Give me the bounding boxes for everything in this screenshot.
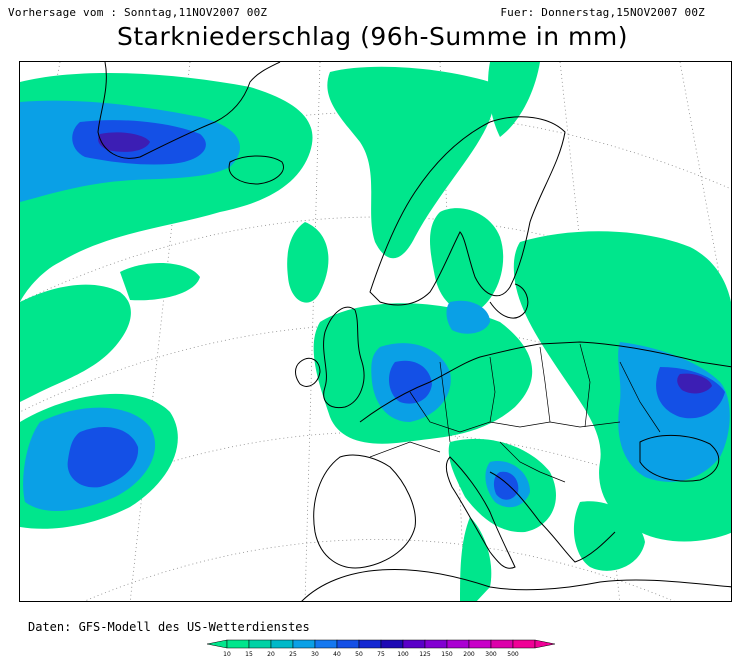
legend-labels: 10 15 20 25 30 40 50 75 100 125 150 200 300 500 — [223, 651, 519, 658]
coast-iceland — [228, 155, 284, 185]
precipitation-map — [19, 61, 732, 602]
legend-level-label: 20 — [267, 651, 275, 658]
border-line — [409, 391, 621, 433]
precip-area — [67, 427, 139, 488]
coast-black-sea — [639, 434, 720, 482]
precip-area — [327, 66, 494, 259]
legend-level-label: 200 — [463, 651, 475, 658]
border-line — [539, 346, 551, 423]
precip-area — [430, 208, 504, 313]
legend-swatch — [380, 639, 404, 649]
legend-level-label: 40 — [333, 651, 341, 658]
legend-swatch — [490, 639, 514, 649]
precip-area — [460, 517, 492, 601]
legend-swatches — [206, 639, 555, 649]
legend-swatch — [402, 639, 426, 649]
coast-greenland — [97, 62, 281, 159]
border-line — [619, 361, 661, 433]
precip-area — [677, 373, 712, 394]
legend-swatch — [468, 639, 492, 649]
precip-area — [388, 360, 432, 404]
map-title: Starkniederschlag (96h-Summe in mm) — [116, 22, 629, 51]
data-source-note: Daten: GFS-Modell des US-Wetterdienstes — [28, 620, 310, 634]
legend-swatch — [292, 639, 316, 649]
legend-level-label: 100 — [397, 651, 409, 658]
precip-area — [287, 222, 329, 303]
legend-swatch — [226, 639, 250, 649]
coast-north-africa — [301, 568, 731, 601]
legend-swatch — [248, 639, 272, 649]
legend-level-label: 125 — [419, 651, 431, 658]
precip-area — [20, 284, 131, 402]
coast-balkans — [489, 471, 616, 563]
coast-baltic — [489, 283, 529, 319]
legend-swatch — [270, 639, 294, 649]
legend-arrow-low — [206, 639, 228, 649]
border-line — [369, 441, 441, 458]
legend-swatch — [358, 639, 382, 649]
legend-swatch — [336, 639, 360, 649]
meridian-line — [129, 62, 191, 601]
coast-scandinavia — [369, 116, 566, 306]
precip-area — [488, 62, 540, 137]
legend-level-label: 30 — [311, 651, 319, 658]
precip-area — [446, 300, 490, 334]
precip-area — [120, 262, 200, 301]
coast-italy — [446, 456, 516, 569]
legend-level-label: 500 — [507, 651, 519, 658]
legend-level-label: 50 — [355, 651, 363, 658]
forecast-valid-time: Fuer: Donnerstag,15NOV2007 00Z — [500, 6, 705, 19]
legend-level-label: 10 — [223, 651, 231, 658]
coast-great-britain — [323, 306, 365, 409]
legend-level-label: 150 — [441, 651, 453, 658]
legend-swatch — [424, 639, 448, 649]
legend-swatch — [512, 639, 536, 649]
legend-level-label: 300 — [485, 651, 497, 658]
coastlines — [97, 62, 731, 601]
forecast-base-time: Vorhersage vom : Sonntag,11NOV2007 00Z — [8, 6, 268, 19]
legend-level-label: 15 — [245, 651, 253, 658]
legend-arrow-high — [534, 639, 555, 649]
legend-level-label: 25 — [289, 651, 297, 658]
legend-level-label: 75 — [377, 651, 385, 658]
border-line — [499, 441, 566, 483]
precip-area — [98, 132, 150, 152]
precip-very-heavy — [98, 132, 712, 394]
map-svg — [20, 62, 731, 601]
coast-continent — [359, 341, 731, 423]
precip-area — [493, 471, 519, 500]
legend-swatch — [314, 639, 338, 649]
coast-ireland — [295, 357, 321, 387]
border-line — [439, 361, 451, 443]
border-line — [489, 356, 496, 423]
coast-iberia — [313, 454, 416, 569]
precipitation-legend: 10 15 20 25 30 40 50 75 100 125 150 200 300 500 — [206, 639, 555, 658]
border-line — [579, 343, 591, 428]
country-borders — [369, 343, 661, 483]
legend-swatch — [446, 639, 470, 649]
